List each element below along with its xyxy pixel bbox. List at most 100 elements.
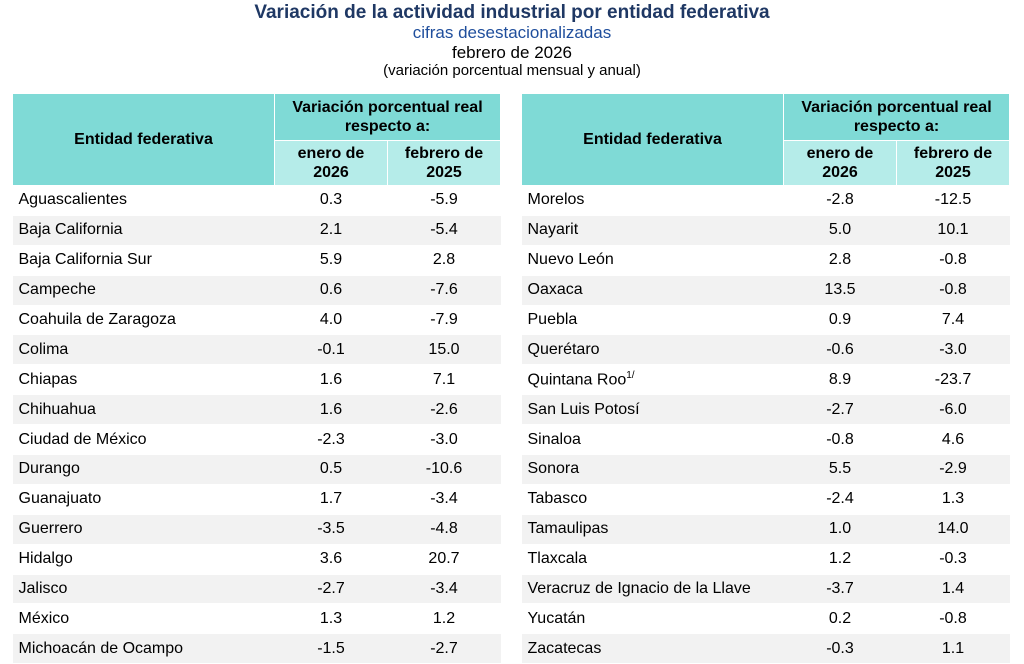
header-row: enero de 2026 febrero de 2025 — [522, 140, 1011, 186]
value-cell: 0.5 — [274, 454, 388, 485]
value-cell: 2.8 — [387, 245, 501, 276]
entity-cell: Hidalgo — [12, 544, 275, 575]
value-cell: 8.9 — [783, 364, 897, 396]
table-row: Ciudad de México -2.3 -3.0 — [12, 424, 501, 456]
entity-name: Sonora — [527, 460, 580, 478]
column-group-header: Variación porcentual real respecto a: — [783, 93, 1010, 141]
value-cell: -0.6 — [783, 334, 897, 366]
value-cell: 1.1 — [896, 633, 1010, 664]
table-row: Querétaro -0.6 -3.0 — [521, 334, 1010, 366]
value-cell: -2.3 — [274, 424, 388, 456]
entity-name: Tlaxcala — [527, 550, 588, 568]
entity-cell: Chihuahua — [12, 394, 275, 426]
entity-name: Tabasco — [527, 490, 588, 508]
entity-name: Chihuahua — [18, 400, 96, 418]
page: Variación de la actividad industrial por… — [0, 3, 1024, 664]
value-cell: 20.7 — [387, 544, 501, 575]
entity-cell: Coahuila de Zaragoza — [12, 305, 275, 336]
table-row: Campeche 0.6 -7.6 — [12, 275, 501, 306]
value-cell: 0.9 — [783, 305, 897, 336]
entity-name: Nuevo León — [527, 251, 614, 269]
entity-name: Morelos — [527, 191, 585, 209]
value-cell: 10.1 — [896, 215, 1010, 246]
note: (variación porcentual mensual y anual) — [383, 62, 641, 79]
header-text: enero de 2026 — [806, 145, 874, 181]
entity-cell: Puebla — [521, 305, 784, 336]
value-cell: 5.5 — [783, 454, 897, 485]
column-header: febrero de 2025 — [386, 140, 502, 186]
value-cell: -3.0 — [387, 424, 501, 456]
value-cell: -3.5 — [274, 514, 388, 545]
entity-cell: Chiapas — [12, 364, 275, 396]
value-cell: -0.8 — [896, 245, 1010, 276]
value-cell: 1.6 — [274, 364, 388, 396]
entity-name: Veracruz de Ignacio de la Llave — [527, 580, 751, 598]
data-table: Entidad federativa Variación porcentual r… — [12, 93, 502, 664]
value-cell: -7.6 — [387, 275, 501, 306]
table-row: Baja California Sur 5.9 2.8 — [12, 245, 501, 276]
entity-cell: Oaxaca — [521, 275, 784, 306]
table-row: Colima -0.1 15.0 — [12, 334, 501, 366]
column-header: enero de 2026 — [274, 140, 388, 186]
value-cell: 15.0 — [387, 334, 501, 366]
table-row: Michoacán de Ocampo -1.5 -2.7 — [12, 633, 501, 664]
value-cell: -2.9 — [896, 454, 1010, 485]
value-cell: -23.7 — [896, 364, 1010, 396]
entity-cell: Ciudad de México — [12, 424, 275, 456]
table-row: Veracruz de Ignacio de la Llave -3.7 1.4 — [521, 574, 1010, 605]
entity-cell: Sonora — [521, 454, 784, 485]
table-row: Nuevo León 2.8 -0.8 — [521, 245, 1010, 276]
value-cell: -12.5 — [896, 185, 1010, 216]
column-group-header: Variación porcentual real respecto a: — [274, 93, 501, 141]
entity-cell: Zacatecas — [521, 633, 784, 664]
value-cell: -5.9 — [387, 185, 501, 216]
value-cell: 1.0 — [783, 514, 897, 545]
table-row: Jalisco -2.7 -3.4 — [12, 574, 501, 605]
value-cell: -0.8 — [783, 424, 897, 456]
value-cell: 3.6 — [274, 544, 388, 575]
value-cell: -10.6 — [387, 454, 501, 485]
value-cell: -6.0 — [896, 394, 1010, 426]
entity-cell: San Luis Potosí — [521, 394, 784, 426]
tables: Entidad federativa Variación porcentual r… — [12, 93, 1011, 664]
table-row: Nayarit 5.0 10.1 — [521, 215, 1010, 246]
value-cell: -0.3 — [783, 633, 897, 664]
entity-name: Jalisco — [18, 580, 68, 598]
value-cell: 4.0 — [274, 305, 388, 336]
entity-name: Tamaulipas — [527, 520, 609, 538]
table-row: Baja California 2.1 -5.4 — [12, 215, 501, 246]
value-cell: 2.1 — [274, 215, 388, 246]
value-cell: -2.4 — [783, 484, 897, 515]
entity-cell: México — [12, 603, 275, 635]
value-cell: -3.4 — [387, 574, 501, 605]
column-header: Entidad federativa — [12, 93, 275, 186]
value-cell: 7.1 — [387, 364, 501, 396]
entity-name: Quintana Roo — [527, 371, 627, 389]
table-row: Sonora 5.5 -2.9 — [521, 454, 1010, 485]
entity-name: Durango — [18, 460, 80, 478]
table-row: Zacatecas -0.3 1.1 — [521, 633, 1010, 664]
entity-name: Querétaro — [527, 340, 600, 358]
entity-cell: Campeche — [12, 275, 275, 306]
value-cell: 14.0 — [896, 514, 1010, 545]
entity-cell: Guanajuato — [12, 484, 275, 515]
value-cell: -0.1 — [274, 334, 388, 366]
entity-cell: Baja California — [12, 215, 275, 246]
value-cell: -4.8 — [387, 514, 501, 545]
value-cell: 13.5 — [783, 275, 897, 306]
value-cell: 1.3 — [274, 603, 388, 635]
value-cell: 1.3 — [896, 484, 1010, 515]
value-cell: -0.8 — [896, 275, 1010, 306]
header-text: enero de 2026 — [297, 145, 365, 181]
entity-name: Chiapas — [18, 370, 78, 388]
entity-name: Guerrero — [18, 520, 83, 538]
entity-cell: Sinaloa — [521, 424, 784, 456]
value-cell: -2.7 — [387, 633, 501, 664]
value-cell: -2.6 — [387, 394, 501, 426]
table-row: Coahuila de Zaragoza 4.0 -7.9 — [12, 305, 501, 336]
entity-name: Zacatecas — [527, 639, 602, 657]
entity-name: Guanajuato — [18, 490, 102, 508]
header-text: febrero de 2025 — [404, 145, 484, 181]
table-row: Tamaulipas 1.0 14.0 — [521, 514, 1010, 545]
entity-name: Michoacán de Ocampo — [18, 639, 184, 657]
